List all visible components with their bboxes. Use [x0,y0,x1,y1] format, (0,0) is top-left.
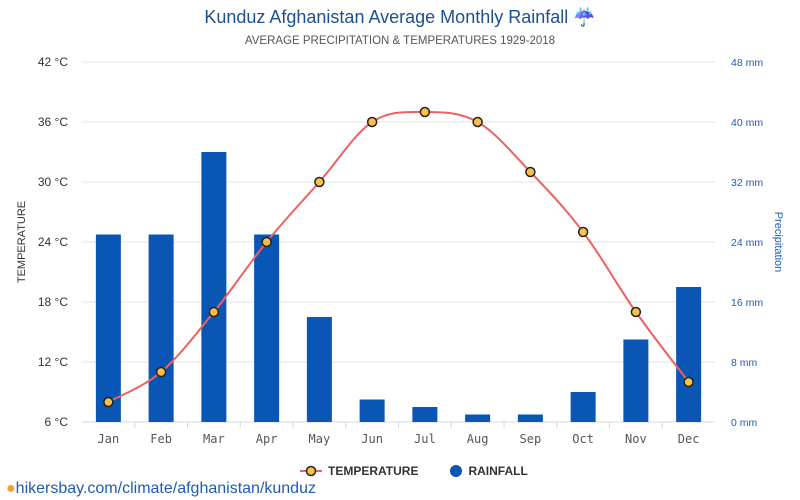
temperature-point[interactable] [525,166,536,178]
y-tick-label: 12 °C [38,355,68,369]
temperature-point[interactable] [577,226,589,238]
x-tick-label: Aug [467,432,489,446]
temperature-point[interactable] [419,106,431,118]
source-link[interactable]: ●hikersbay.com/climate/afghanistan/kundu… [6,480,316,498]
rainfall-bar[interactable] [148,234,174,423]
temperature-point[interactable] [208,306,220,318]
x-tick-label: Jun [361,432,383,446]
y2-axis-label: Precipitation [772,212,784,273]
y2-tick-label: 24 mm [731,237,763,249]
x-tick-label: Apr [256,432,278,446]
x-tick-label: Dec [678,432,700,446]
temperature-point[interactable] [155,366,167,378]
y2-tick-label: 48 mm [731,57,763,69]
temperature-point[interactable] [366,116,378,128]
y2-tick-label: 16 mm [731,297,763,309]
rainfall-bar[interactable] [517,414,543,423]
chart-title: Kunduz Afghanistan Average Monthly Rainf… [204,7,596,27]
map-pin-icon: ● [6,480,16,497]
y-tick-label: 30 °C [38,175,68,189]
temperature-point[interactable] [630,306,642,318]
x-tick-label: Mar [203,432,225,446]
rainfall-bar[interactable] [254,234,280,423]
y2-tick-label: 0 mm [731,417,758,429]
x-tick-label: May [309,432,331,446]
temperature-line [107,110,690,403]
y-tick-label: 18 °C [38,295,68,309]
x-tick-label: Feb [150,432,172,446]
y-tick-label: 24 °C [38,235,68,249]
temperature-legend-icon [300,465,322,477]
rainfall-bar[interactable] [201,152,227,422]
x-tick-label: Jul [414,432,436,446]
legend: TEMPERATURE RAINFALL [300,464,528,478]
rainfall-bar[interactable] [412,407,438,422]
x-tick-label: Jan [98,432,120,446]
y-tick-label: 42 °C [38,55,68,69]
rainfall-bar[interactable] [359,399,385,423]
rainfall-legend-icon [450,465,463,477]
temperature-point[interactable] [683,376,694,388]
rainfall-bar[interactable] [570,392,596,422]
x-tick-label: Oct [572,432,594,446]
legend-rainfall[interactable]: RAINFALL [468,464,528,478]
temperature-point[interactable] [472,116,483,128]
rainfall-bar[interactable] [306,317,332,422]
rainfall-bar[interactable] [465,414,491,423]
rainfall-bar[interactable] [623,339,649,423]
temperature-point[interactable] [103,396,114,408]
y-tick-label: 6 °C [45,415,69,429]
temperature-point[interactable] [314,176,325,188]
y-tick-label: 36 °C [38,115,68,129]
y2-tick-label: 40 mm [731,117,763,129]
x-tick-label: Sep [520,432,542,446]
legend-temperature[interactable]: TEMPERATURE [328,464,419,478]
x-tick-label: Nov [625,432,647,446]
chart-subtitle: AVERAGE PRECIPITATION & TEMPERATURES 192… [244,35,556,47]
rainfall-bar[interactable] [95,234,121,423]
rainfall-bar[interactable] [676,287,702,422]
source-link-text[interactable]: hikersbay.com/climate/afghanistan/kunduz [15,480,316,497]
y-axis-label: TEMPERATURE [16,201,28,283]
y2-tick-label: 8 mm [731,357,758,369]
temperature-point[interactable] [261,236,272,248]
y2-tick-label: 32 mm [731,177,763,189]
